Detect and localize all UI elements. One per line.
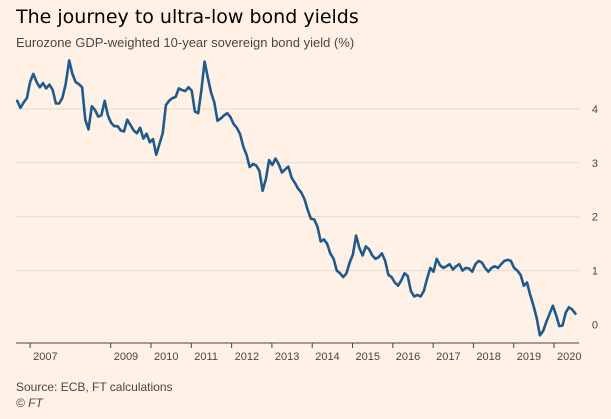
x-tick-label: 2012 [235,351,259,363]
y-tick-label: 4 [592,104,598,116]
series-layer [15,59,577,337]
x-tick-label: 2017 [436,351,460,363]
chart-title: The journey to ultra-low bond yields [16,6,359,28]
x-tick-label: 2020 [557,351,581,363]
x-tick-label: 2011 [194,351,218,363]
y-tick-label: 3 [592,158,598,170]
x-tick-label: 2015 [356,351,380,363]
x-tick-label: 2010 [154,351,178,363]
x-tick-label: 2007 [33,351,57,363]
gridlines [16,108,579,272]
source-note: Source: ECB, FT calculations [16,380,173,394]
yield-series-line [15,59,577,337]
y-tick-label: 2 [592,212,598,224]
y-axis-ticks: 0 1 2 3 4 [592,104,598,332]
y-tick-label: 0 [592,320,598,332]
x-tick-label: 2016 [396,351,420,363]
x-tick-label: 2018 [476,351,500,363]
x-tick-label: 2014 [315,351,339,363]
x-tick-label: 2013 [275,351,299,363]
x-tick-label: 2019 [517,351,541,363]
x-axis: 2007 2009 2010 2011 2012 2013 2014 2015 2016 2017… [16,342,581,363]
ft-credit: © FT [16,396,43,410]
y-tick-label: 1 [592,266,598,278]
x-tick-label: 2009 [114,351,138,363]
chart-subtitle: Eurozone GDP-weighted 10-year sovereign … [16,35,355,50]
